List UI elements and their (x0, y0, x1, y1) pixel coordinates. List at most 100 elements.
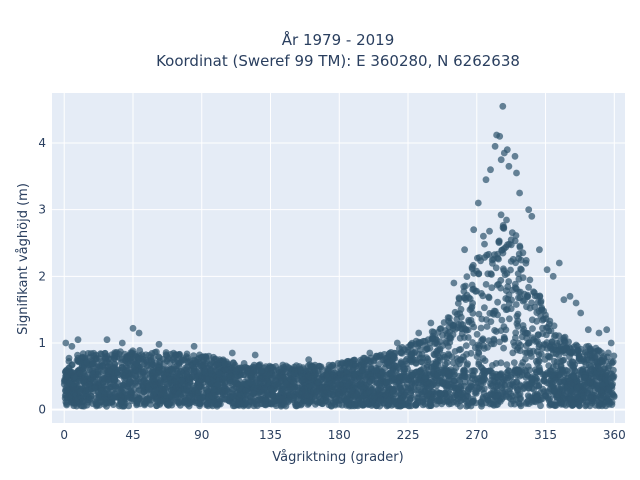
outlier-point (474, 199, 482, 207)
data-point (421, 375, 428, 383)
data-point (232, 395, 240, 403)
data-point (68, 361, 76, 369)
data-point (497, 381, 505, 389)
data-point (186, 392, 193, 400)
data-point (407, 352, 414, 359)
data-point (402, 374, 409, 381)
data-point (95, 370, 102, 378)
data-point (262, 396, 269, 404)
y-tick-label: 0 (38, 403, 46, 417)
data-point (501, 271, 509, 279)
data-point (249, 389, 257, 397)
data-point (479, 355, 487, 362)
data-point (412, 400, 419, 408)
data-point (507, 236, 515, 244)
data-point (498, 316, 506, 324)
data-point (538, 350, 545, 358)
data-point (168, 367, 176, 374)
data-point (290, 379, 298, 387)
data-point (181, 397, 189, 405)
data-point (604, 353, 611, 361)
data-point (76, 370, 84, 377)
data-point (522, 259, 530, 267)
data-point (472, 388, 480, 395)
data-point (517, 402, 525, 410)
outlier-point (607, 339, 615, 347)
data-point (418, 358, 426, 366)
data-point (100, 367, 108, 375)
data-point (398, 400, 406, 408)
data-point (567, 381, 575, 389)
data-point (421, 400, 429, 408)
data-point (463, 291, 471, 299)
data-point (166, 391, 174, 399)
data-point (487, 390, 495, 397)
outlier-point (503, 146, 511, 154)
data-point (153, 396, 160, 404)
data-point (221, 395, 229, 403)
data-point (480, 390, 488, 397)
data-point (536, 366, 544, 374)
outlier-point (135, 329, 143, 337)
data-point (541, 371, 549, 379)
data-point (325, 361, 333, 369)
data-point (585, 342, 592, 350)
data-point (582, 349, 589, 357)
data-point (251, 383, 258, 391)
data-point (468, 305, 475, 312)
data-point (418, 351, 426, 358)
data-point (503, 361, 511, 369)
data-point (393, 378, 401, 386)
data-point (392, 349, 399, 357)
data-point (232, 368, 240, 376)
data-point (216, 356, 224, 363)
data-point (526, 347, 534, 355)
outlier-point (577, 309, 585, 317)
data-point (485, 337, 493, 345)
data-point (235, 381, 243, 389)
chart-title-line-2: Koordinat (Sweref 99 TM): E 360280, N 62… (156, 52, 520, 70)
data-point (62, 372, 70, 380)
data-point (147, 400, 155, 408)
outlier-point (190, 342, 198, 350)
data-point (346, 360, 354, 368)
data-point (127, 354, 135, 362)
data-point (469, 299, 476, 307)
data-point (484, 368, 491, 375)
data-point (435, 390, 442, 397)
data-point (171, 378, 178, 385)
data-point (323, 371, 330, 378)
data-point (190, 367, 198, 375)
data-point (475, 310, 483, 318)
data-point (321, 386, 329, 394)
data-point (488, 271, 495, 278)
data-point (395, 373, 403, 381)
data-point (507, 305, 515, 313)
data-point (198, 382, 205, 389)
data-point (126, 394, 133, 401)
data-point (545, 353, 553, 361)
outlier-point (62, 339, 70, 347)
data-point (279, 367, 286, 375)
data-point (523, 383, 530, 390)
outlier-point (461, 246, 468, 254)
data-point (287, 384, 295, 392)
data-point (351, 400, 358, 408)
data-point (216, 375, 224, 382)
data-point (610, 352, 618, 360)
data-point (599, 359, 606, 366)
data-point (139, 381, 147, 389)
data-point (570, 372, 577, 380)
outlier-point (536, 246, 543, 254)
data-point (486, 309, 494, 317)
data-point (139, 352, 147, 360)
data-point (274, 396, 282, 403)
data-point (106, 390, 113, 398)
data-point (172, 384, 180, 391)
data-point (125, 372, 133, 380)
data-point (208, 370, 215, 378)
data-point (481, 240, 488, 248)
x-tick-label: 270 (465, 428, 488, 442)
data-point (519, 359, 527, 366)
data-point (609, 358, 617, 366)
